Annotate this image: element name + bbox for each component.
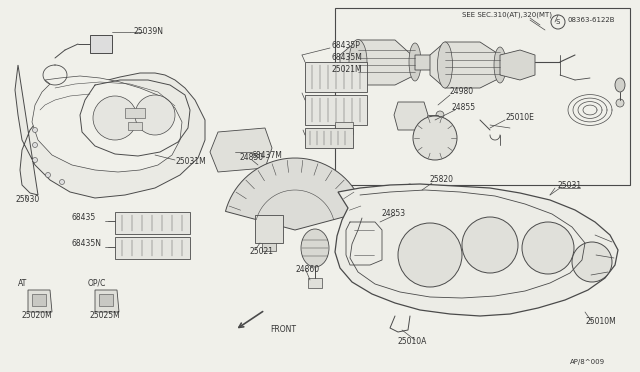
Text: AT: AT bbox=[18, 279, 28, 288]
Text: SEE SEC.310(AT),320(MT): SEE SEC.310(AT),320(MT) bbox=[462, 12, 552, 18]
Polygon shape bbox=[15, 65, 205, 198]
Circle shape bbox=[413, 116, 457, 160]
Circle shape bbox=[462, 217, 518, 273]
Circle shape bbox=[60, 180, 65, 185]
Bar bbox=[335, 122, 353, 134]
Bar bbox=[255, 215, 283, 243]
Bar bbox=[99, 294, 113, 306]
Circle shape bbox=[93, 96, 137, 140]
Text: 68435M: 68435M bbox=[332, 54, 363, 62]
Text: 68437M: 68437M bbox=[252, 151, 283, 160]
Text: S: S bbox=[556, 19, 560, 25]
Bar bbox=[335, 8, 630, 185]
Polygon shape bbox=[415, 55, 445, 70]
Text: 24855: 24855 bbox=[452, 103, 476, 112]
Text: 25030: 25030 bbox=[15, 196, 39, 205]
Polygon shape bbox=[394, 102, 428, 130]
Text: 24853: 24853 bbox=[382, 208, 406, 218]
Circle shape bbox=[33, 157, 38, 163]
Bar bbox=[305, 62, 367, 92]
Text: 25010M: 25010M bbox=[585, 317, 616, 327]
Text: 25010E: 25010E bbox=[505, 113, 534, 122]
Circle shape bbox=[33, 142, 38, 148]
Ellipse shape bbox=[409, 43, 421, 81]
Bar bbox=[125, 108, 145, 118]
Text: 25021M: 25021M bbox=[332, 65, 363, 74]
Ellipse shape bbox=[494, 47, 506, 83]
Circle shape bbox=[398, 223, 462, 287]
Polygon shape bbox=[32, 76, 182, 172]
Circle shape bbox=[135, 95, 175, 135]
Text: 24980: 24980 bbox=[450, 87, 474, 96]
Ellipse shape bbox=[301, 229, 329, 267]
Polygon shape bbox=[95, 290, 119, 312]
Circle shape bbox=[522, 222, 574, 274]
Text: 25031: 25031 bbox=[558, 180, 582, 189]
Polygon shape bbox=[335, 184, 618, 316]
Text: FRONT: FRONT bbox=[270, 326, 296, 334]
Text: 25031M: 25031M bbox=[175, 157, 205, 167]
Polygon shape bbox=[210, 128, 272, 172]
Circle shape bbox=[33, 128, 38, 132]
Text: 24850: 24850 bbox=[240, 154, 264, 163]
Bar bbox=[115, 237, 190, 259]
Text: 25020M: 25020M bbox=[22, 311, 52, 320]
Circle shape bbox=[436, 111, 444, 119]
Text: 24860: 24860 bbox=[296, 266, 320, 275]
Circle shape bbox=[616, 99, 624, 107]
Polygon shape bbox=[28, 290, 52, 312]
Text: 25025M: 25025M bbox=[90, 311, 121, 320]
Text: 68435P: 68435P bbox=[332, 42, 361, 51]
Text: AP/8^009: AP/8^009 bbox=[570, 359, 605, 365]
Bar bbox=[128, 122, 142, 130]
Text: OP/C: OP/C bbox=[88, 279, 106, 288]
Bar bbox=[115, 212, 190, 234]
Text: 25010A: 25010A bbox=[398, 337, 428, 346]
Text: 25039N: 25039N bbox=[133, 28, 163, 36]
Text: 25820: 25820 bbox=[430, 176, 454, 185]
Polygon shape bbox=[500, 50, 535, 80]
Ellipse shape bbox=[438, 42, 452, 88]
Text: 68435: 68435 bbox=[72, 214, 96, 222]
Polygon shape bbox=[225, 158, 365, 230]
Ellipse shape bbox=[349, 39, 367, 84]
Polygon shape bbox=[430, 42, 500, 88]
Bar bbox=[305, 128, 353, 148]
Bar bbox=[262, 243, 276, 251]
Polygon shape bbox=[384, 184, 422, 214]
Text: 25021: 25021 bbox=[250, 247, 274, 257]
Bar bbox=[32, 294, 46, 306]
Circle shape bbox=[45, 173, 51, 177]
Bar bbox=[308, 278, 322, 288]
Polygon shape bbox=[340, 40, 415, 85]
Ellipse shape bbox=[615, 78, 625, 92]
Bar bbox=[305, 95, 367, 125]
Circle shape bbox=[572, 242, 612, 282]
Bar bbox=[90, 35, 112, 53]
Text: 08363-6122B: 08363-6122B bbox=[567, 17, 614, 23]
Text: 68435N: 68435N bbox=[72, 238, 102, 247]
